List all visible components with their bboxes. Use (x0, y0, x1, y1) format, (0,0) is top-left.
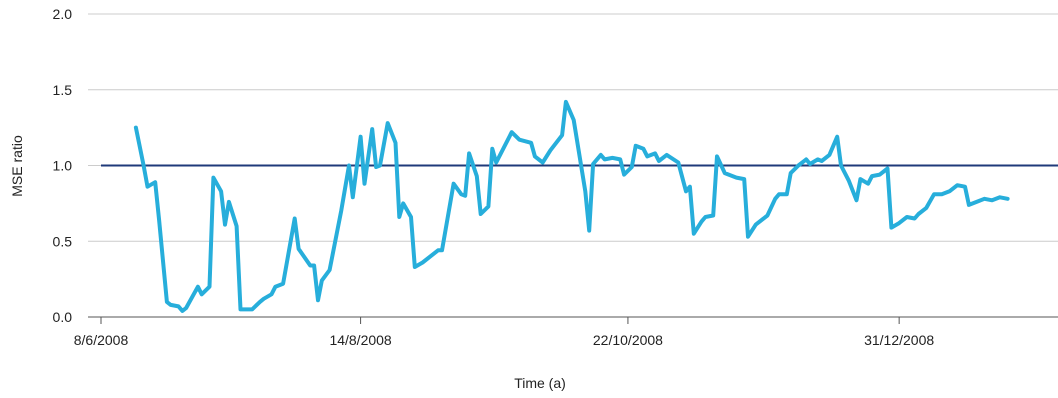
x-tick-label: 31/12/2008 (864, 332, 934, 348)
x-tick-label: 14/8/2008 (329, 332, 391, 348)
x-tick-label: 22/10/2008 (593, 332, 663, 348)
y-axis-label: MSE ratio (9, 135, 25, 197)
y-tick-label: 1.5 (53, 82, 73, 98)
x-axis-label: Time (a) (514, 375, 566, 391)
y-tick-label: 1.0 (53, 158, 73, 174)
y-tick-label: 0.5 (53, 233, 73, 249)
series-line (133, 99, 1010, 313)
y-axis-ticks: 0.0 0.5 1.0 1.5 2.0 (53, 6, 73, 325)
series-group (133, 99, 1010, 313)
x-tick-label: 8/6/2008 (74, 332, 129, 348)
y-tick-label: 2.0 (53, 6, 73, 22)
y-tick-label: 0.0 (53, 309, 73, 325)
x-axis-ticks: 8/6/2008 14/8/2008 22/10/2008 31/12/2008 (74, 317, 934, 348)
